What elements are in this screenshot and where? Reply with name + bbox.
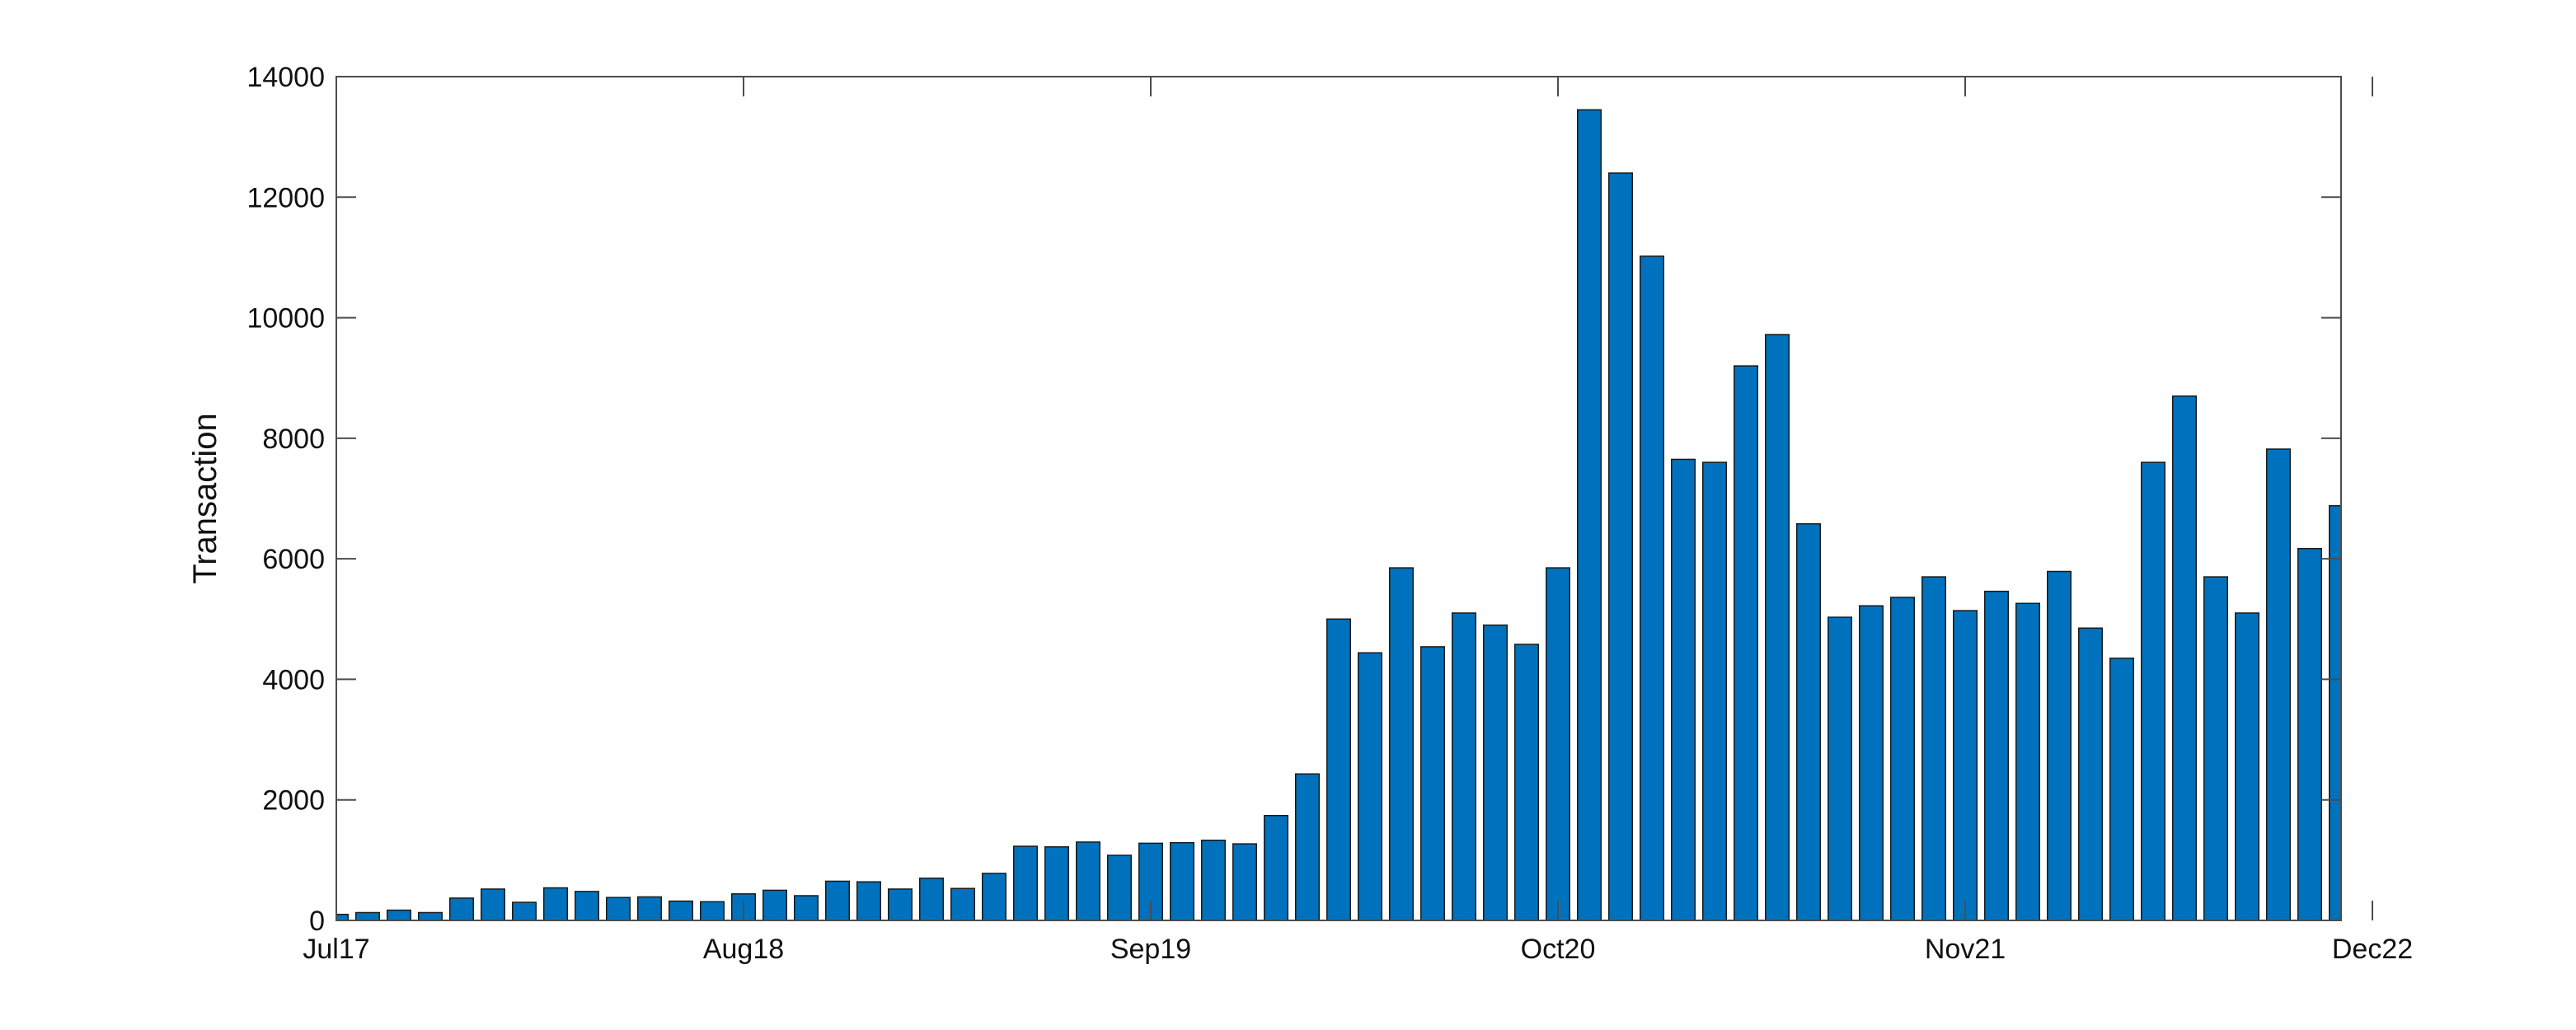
x-tick-labels: Jul17 Aug18 Sep19 Oct20 Nov21 Dec22 <box>303 934 2413 965</box>
x-tick-label: Nov21 <box>1925 934 2006 965</box>
y-axis-label: Transaction <box>187 413 223 584</box>
bar <box>2329 505 2342 921</box>
bar <box>1765 334 1790 921</box>
bar <box>919 878 944 921</box>
y-tick-label: 0 <box>309 906 325 937</box>
y-tick-label: 2000 <box>262 785 325 817</box>
bar <box>2047 570 2072 921</box>
bar <box>1452 612 1476 921</box>
bar <box>1170 841 1194 921</box>
bar <box>1608 172 1633 921</box>
bar <box>1107 854 1132 921</box>
bar <box>700 901 725 921</box>
x-tick-label: Jul17 <box>303 934 369 965</box>
y-tick-label: 10000 <box>246 303 325 335</box>
bar <box>1921 576 1946 921</box>
bar <box>1013 845 1038 921</box>
bar <box>2141 461 2165 921</box>
bar <box>2297 547 2322 921</box>
bar <box>856 881 881 921</box>
bar <box>888 888 913 921</box>
bar <box>1326 618 1351 921</box>
x-tick-label: Sep19 <box>1110 934 1191 965</box>
bar <box>1201 839 1226 921</box>
bar <box>1076 841 1100 921</box>
bar <box>418 911 443 921</box>
y-tick-label: 12000 <box>246 182 325 213</box>
plot-frame <box>335 76 2342 921</box>
bar-series <box>335 109 2342 921</box>
bar <box>1734 365 1758 921</box>
bar <box>2266 448 2291 921</box>
bar <box>950 887 975 921</box>
bar <box>1859 605 1884 921</box>
bar <box>1232 843 1257 921</box>
bar <box>669 900 693 921</box>
bar <box>1671 458 1696 921</box>
bar <box>982 873 1006 921</box>
bar <box>762 889 787 921</box>
bar <box>2203 576 2228 921</box>
bar <box>606 897 631 921</box>
x-tick-label: Aug18 <box>703 934 784 965</box>
y-tick-label: 6000 <box>262 544 325 575</box>
bar <box>1796 522 1821 921</box>
y-tick-label: 14000 <box>246 62 325 93</box>
y-tick-label: 4000 <box>262 664 325 695</box>
bar <box>481 888 505 921</box>
bar <box>1389 567 1414 921</box>
bar <box>1890 597 1915 921</box>
bar <box>2172 395 2197 921</box>
bar <box>1546 567 1570 921</box>
bar <box>825 880 850 921</box>
bar <box>2235 612 2259 921</box>
bar <box>1044 846 1069 921</box>
bar <box>1953 610 1978 921</box>
bar <box>1702 461 1727 921</box>
bar <box>387 909 411 921</box>
bar <box>1358 652 1382 921</box>
bar <box>1483 624 1508 921</box>
bar <box>1640 255 1664 921</box>
bar <box>1514 644 1539 921</box>
x-tick-label: Dec22 <box>2332 934 2413 965</box>
bar <box>1264 814 1288 921</box>
bar <box>335 913 349 921</box>
bar <box>1577 109 1602 921</box>
bar <box>1295 773 1320 921</box>
bar <box>355 911 380 921</box>
bar <box>543 887 568 921</box>
bar <box>1420 646 1445 921</box>
bar <box>449 897 474 921</box>
y-tick-labels: 0 2000 4000 6000 8000 10000 12000 14000 <box>246 62 325 937</box>
bar <box>794 895 819 921</box>
bar <box>1984 590 2009 921</box>
bar <box>637 896 662 921</box>
bar <box>2015 602 2040 921</box>
x-tick-label: Oct20 <box>1521 934 1596 965</box>
bar <box>575 891 599 921</box>
y-tick-label: 8000 <box>262 424 325 455</box>
bar <box>2109 658 2134 921</box>
bar <box>1828 616 1852 921</box>
bar <box>512 901 537 921</box>
bar <box>2078 627 2103 921</box>
